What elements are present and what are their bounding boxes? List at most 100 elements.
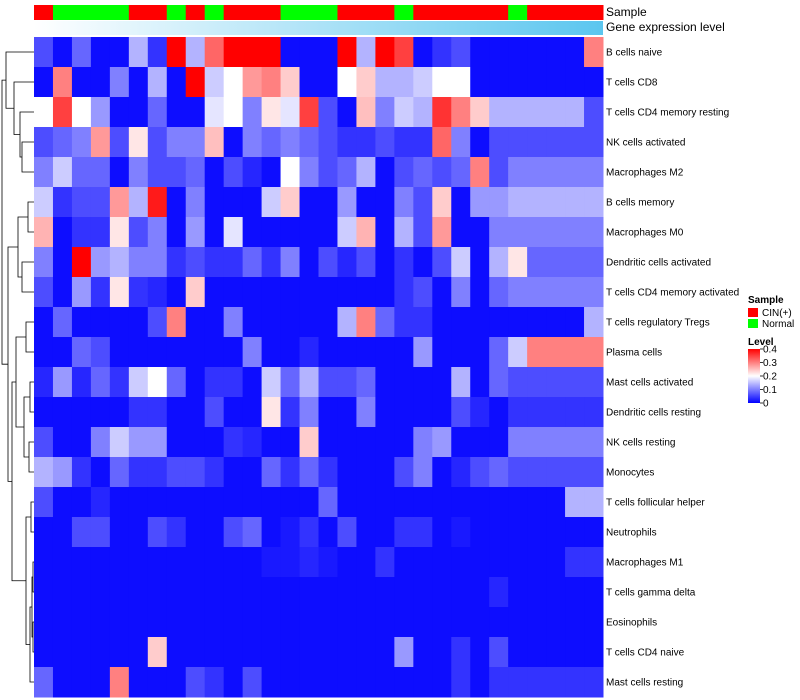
heatmap-cell <box>109 67 130 98</box>
heatmap-cell <box>261 307 282 338</box>
heatmap-cell <box>185 517 206 548</box>
heatmap-cell <box>546 217 566 248</box>
heatmap-cell <box>109 637 130 668</box>
heatmap-cell <box>375 157 395 188</box>
heatmap-cell <box>90 637 111 668</box>
gene-expression-annotation-label: Gene expression level <box>606 20 725 34</box>
heatmap-cell <box>90 607 111 638</box>
heatmap-cell <box>375 607 395 638</box>
heatmap-cell <box>470 337 490 368</box>
heatmap-cell <box>337 367 357 398</box>
heatmap-cell <box>261 67 282 98</box>
heatmap-cell <box>565 367 585 398</box>
heatmap-cell <box>375 577 395 608</box>
heatmap-cell <box>185 607 206 638</box>
heatmap-cell <box>584 67 604 98</box>
heatmap-cell <box>565 157 585 188</box>
heatmap-cell <box>394 667 414 698</box>
heatmap-cell <box>166 667 187 698</box>
heatmap-cell <box>147 517 168 548</box>
heatmap-cell <box>451 457 471 488</box>
heatmap-cell <box>394 37 414 68</box>
heatmap-cell <box>34 337 54 368</box>
heatmap-cell <box>356 517 376 548</box>
heatmap-cell <box>52 337 73 368</box>
row-label: Mast cells resting <box>606 678 683 689</box>
heatmap-cell <box>451 517 471 548</box>
heatmap-cell <box>413 37 433 68</box>
sample-annotation-cell <box>71 5 92 20</box>
heatmap-cell <box>489 397 509 428</box>
heatmap-cell <box>90 247 111 278</box>
row-label: Macrophages M1 <box>606 558 684 569</box>
heatmap-cell <box>584 517 604 548</box>
heatmap-cell <box>299 577 319 608</box>
heatmap-cell <box>261 277 282 308</box>
level-legend-ticks: 0.4 0.3 0.2 0.1 0 <box>760 345 777 410</box>
heatmap-cell <box>508 97 528 128</box>
heatmap-cell <box>299 367 319 398</box>
heatmap-cell <box>546 127 566 158</box>
heatmap-cell <box>166 487 187 518</box>
heatmap-cells <box>34 37 604 698</box>
row-labels: B cells naive T cells CD8 T cells CD4 memo… <box>606 48 739 689</box>
heatmap-cell <box>147 67 168 98</box>
heatmap-cell <box>299 307 319 338</box>
heatmap-cell <box>280 427 301 458</box>
heatmap-cell <box>451 157 471 188</box>
sample-annotation-cell <box>413 5 433 20</box>
sample-annotation-cell <box>489 5 509 20</box>
heatmap-cell <box>432 337 452 368</box>
heatmap-cell <box>223 547 244 578</box>
heatmap-cell <box>166 637 187 668</box>
heatmap-cell <box>508 577 528 608</box>
level-legend-title: Level <box>748 337 774 348</box>
heatmap-cell <box>584 487 604 518</box>
heatmap-cell <box>261 247 282 278</box>
heatmap-cell <box>223 127 244 158</box>
heatmap-cell <box>565 67 585 98</box>
heatmap-cell <box>470 607 490 638</box>
heatmap-cell <box>204 487 225 518</box>
heatmap-cell <box>204 37 225 68</box>
sample-annotation-label: Sample <box>606 5 647 19</box>
heatmap-cell <box>432 607 452 638</box>
heatmap-cell <box>394 427 414 458</box>
heatmap-cell <box>394 337 414 368</box>
heatmap-cell <box>318 97 338 128</box>
heatmap-cell <box>451 247 471 278</box>
heatmap-cell <box>109 427 130 458</box>
heatmap-cell <box>527 127 547 158</box>
heatmap-cell <box>223 367 244 398</box>
heatmap-cell <box>242 487 263 518</box>
heatmap-cell <box>90 277 111 308</box>
heatmap-cell <box>109 97 130 128</box>
heatmap-cell <box>413 187 433 218</box>
heatmap-cell <box>280 517 301 548</box>
heatmap-cell <box>34 637 54 668</box>
heatmap-cell <box>565 187 585 218</box>
heatmap-cell <box>318 517 338 548</box>
heatmap-cell <box>166 427 187 458</box>
heatmap-cell <box>52 487 73 518</box>
row-label: T cells CD4 naive <box>606 648 685 659</box>
heatmap-cell <box>432 157 452 188</box>
heatmap-cell <box>470 307 490 338</box>
heatmap-cell <box>242 307 263 338</box>
heatmap-cell <box>71 307 92 338</box>
heatmap-cell <box>71 187 92 218</box>
heatmap-cell <box>261 97 282 128</box>
heatmap-cell <box>128 637 149 668</box>
heatmap-cell <box>34 517 54 548</box>
heatmap-cell <box>204 667 225 698</box>
heatmap-cell <box>451 487 471 518</box>
heatmap-cell <box>90 577 111 608</box>
heatmap-cell <box>394 247 414 278</box>
heatmap-cell <box>337 457 357 488</box>
sample-annotation-cell <box>432 5 452 20</box>
row-label: Dendritic cells activated <box>606 258 711 269</box>
heatmap-cell <box>508 547 528 578</box>
heatmap-cell <box>52 307 73 338</box>
heatmap-cell <box>34 307 54 338</box>
heatmap-cell <box>242 577 263 608</box>
